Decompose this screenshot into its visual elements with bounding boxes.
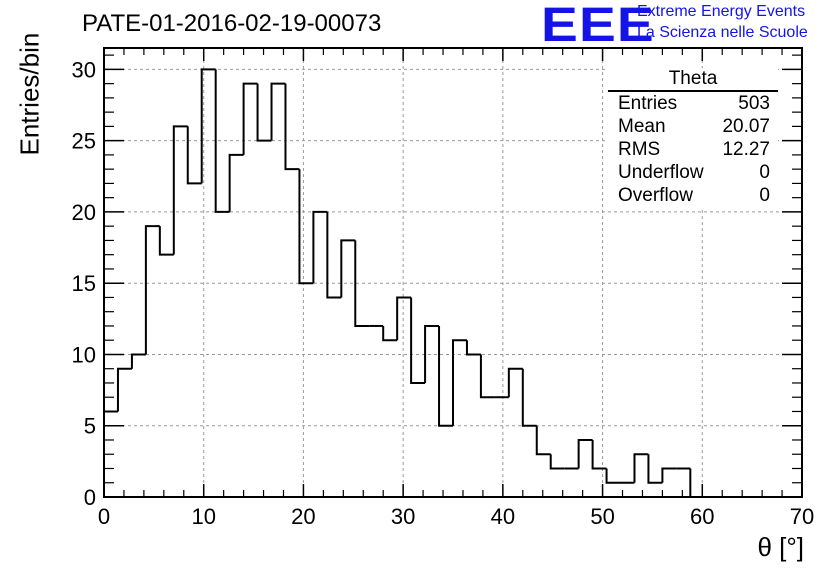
histogram-bin xyxy=(396,296,412,341)
stats-box: Theta Entries 503 Mean 20.07 RMS 12.27 U… xyxy=(608,68,778,207)
histogram-bin xyxy=(340,239,356,298)
stats-label: RMS xyxy=(618,139,661,160)
y-axis-label: Entries/bin xyxy=(14,32,45,156)
stats-label: Mean xyxy=(618,116,666,137)
x-tick-label: 10 xyxy=(191,504,215,529)
logo-line-2: La Scienza nelle Scuole xyxy=(637,24,808,41)
histogram-bin xyxy=(479,354,495,399)
stats-row-rms: RMS 12.27 xyxy=(608,138,778,161)
y-tick-label: 0 xyxy=(84,485,96,510)
stats-box-title: Theta xyxy=(608,68,778,92)
histogram-bin xyxy=(661,467,677,483)
stats-value: 0 xyxy=(759,185,770,206)
histogram-bin xyxy=(465,340,481,356)
histogram-bin xyxy=(116,367,132,412)
histogram-bin xyxy=(549,454,565,470)
histogram-bin xyxy=(647,454,663,484)
histogram-bin xyxy=(270,82,286,141)
histogram-bin xyxy=(535,425,551,456)
chart-title: PATE-01-2016-02-19-00073 xyxy=(82,10,382,37)
histogram-bin xyxy=(228,153,244,212)
histogram-bin xyxy=(186,126,202,185)
y-tick-label: 20 xyxy=(72,200,96,225)
histogram-bin xyxy=(382,325,398,342)
logo-line-1: Extreme Energy Events xyxy=(637,3,806,20)
histogram-bin xyxy=(172,125,188,255)
histogram-bin xyxy=(256,83,272,142)
histogram-bin xyxy=(633,453,649,483)
x-tick-label: 30 xyxy=(391,504,415,529)
histogram-bin xyxy=(410,297,426,384)
x-tick-label: 50 xyxy=(590,504,614,529)
histogram-bin xyxy=(354,240,370,327)
histogram-bin xyxy=(577,438,593,469)
histogram-bin xyxy=(452,339,467,426)
x-tick-label: 0 xyxy=(98,504,110,529)
histogram-bin xyxy=(214,69,230,213)
stats-value: 503 xyxy=(738,93,770,114)
y-tick-labels: 0 5 10 15 20 25 30 xyxy=(72,57,96,510)
y-tick-label: 25 xyxy=(72,129,96,154)
histogram-bin xyxy=(326,211,342,299)
stats-row-mean: Mean 20.07 xyxy=(608,115,778,138)
eee-logo-mark: EEE xyxy=(541,0,655,52)
x-tick-label: 60 xyxy=(690,504,714,529)
histogram-bin xyxy=(424,324,440,383)
x-tick-label: 20 xyxy=(291,504,315,529)
histogram-bin xyxy=(438,325,453,427)
y-tick-label: 10 xyxy=(72,342,96,367)
stats-value: 20.07 xyxy=(722,116,770,137)
histogram-bin xyxy=(130,353,146,369)
histogram-bin xyxy=(284,83,300,171)
histogram-bin xyxy=(144,225,160,355)
stats-label: Underflow xyxy=(618,162,704,183)
x-tick-label: 40 xyxy=(491,504,515,529)
histogram-bin xyxy=(507,367,523,398)
stats-row-overflow: Overflow 0 xyxy=(608,184,778,207)
stats-row-underflow: Underflow 0 xyxy=(608,161,778,184)
histogram-bin xyxy=(591,439,607,470)
x-tick-label: 70 xyxy=(790,504,814,529)
stats-value: 0 xyxy=(759,162,770,183)
stats-value: 12.27 xyxy=(722,139,770,160)
histogram-bin xyxy=(158,226,174,256)
histogram-bin xyxy=(521,368,537,427)
histogram-bin xyxy=(312,210,328,284)
stats-label: Overflow xyxy=(618,185,693,206)
histogram-bin xyxy=(200,68,216,184)
y-tick-label: 30 xyxy=(72,57,96,82)
y-tick-label: 5 xyxy=(84,414,96,439)
stats-label: Entries xyxy=(618,93,678,114)
histogram-bars xyxy=(103,68,692,497)
histogram-bin xyxy=(605,468,621,484)
x-axis-label: θ [°] xyxy=(757,532,804,562)
x-tick-labels: 0 10 20 30 40 50 60 70 xyxy=(98,504,814,529)
histogram-bin xyxy=(298,169,314,285)
histogram-bin xyxy=(242,82,258,155)
plot-frame xyxy=(103,47,803,498)
y-tick-label: 15 xyxy=(72,271,96,296)
stats-row-entries: Entries 503 xyxy=(608,92,778,115)
